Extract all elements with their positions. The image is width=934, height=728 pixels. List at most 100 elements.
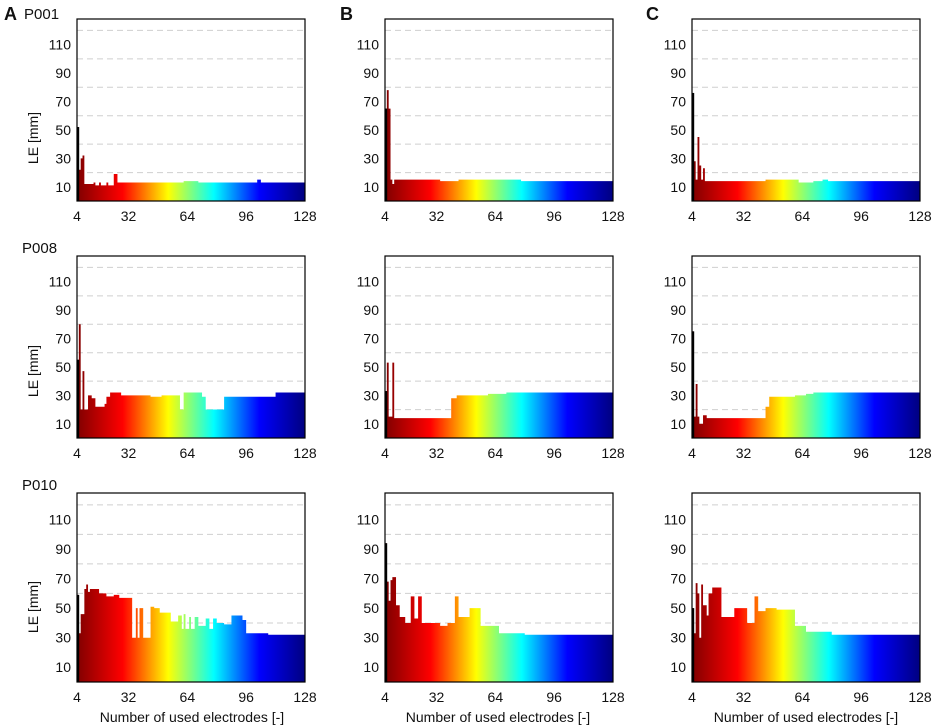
row-label-p001: P001 (24, 6, 59, 23)
y-tick-label: 90 (670, 541, 686, 557)
x-tick-label: 96 (238, 208, 254, 224)
y-tick-label: 10 (55, 416, 71, 432)
y-tick-label: 50 (55, 122, 71, 138)
y-tick-label: 30 (55, 150, 71, 166)
x-tick-label: 96 (546, 689, 562, 705)
y-tick-label: 50 (363, 359, 379, 375)
y-tick-label: 110 (357, 37, 380, 53)
y-tick-label: 90 (55, 302, 71, 318)
x-tick-label: 32 (429, 208, 445, 224)
x-tick-label: 4 (381, 208, 389, 224)
plot-frame (691, 492, 921, 683)
panel-p010-c: 10 30 50 70 90 110 4 32 64 96 128 (664, 492, 932, 705)
y-tick-label: 10 (670, 659, 686, 675)
y-axis-label-row1: LE [mm] (25, 112, 41, 164)
y-tick-label: 70 (363, 93, 379, 109)
plot-frame (691, 18, 921, 202)
first-value-bar (385, 108, 388, 201)
y-tick-label: 50 (363, 122, 379, 138)
le-area (77, 584, 305, 682)
panel-p008-a: 10 30 50 70 90 110 4 32 64 96 128 (49, 255, 317, 461)
x-tick-label: 32 (429, 689, 445, 705)
plot-frame (384, 492, 614, 683)
y-tick-label: 90 (363, 541, 379, 557)
x-tick-label: 96 (238, 445, 254, 461)
y-tick-label: 30 (55, 387, 71, 403)
y-tick-label: 110 (49, 37, 72, 53)
y-tick-label: 90 (363, 65, 379, 81)
le-area (692, 92, 920, 201)
plot-frame (384, 18, 614, 202)
x-tick-label: 128 (908, 689, 932, 705)
x-tick-label: 32 (736, 208, 752, 224)
x-tick-label: 32 (121, 689, 137, 705)
y-tick-label: 90 (55, 541, 71, 557)
y-tick-label: 30 (670, 150, 686, 166)
y-tick-label: 110 (49, 274, 72, 290)
y-tick-label: 70 (670, 330, 686, 346)
x-tick-label: 4 (688, 689, 696, 705)
x-tick-label: 96 (546, 445, 562, 461)
y-tick-label: 70 (55, 330, 71, 346)
x-tick-label: 4 (73, 445, 81, 461)
x-tick-label: 128 (601, 689, 625, 705)
x-tick-label: 4 (381, 445, 389, 461)
le-area (77, 127, 305, 201)
x-axis-label-a: Number of used electrodes [-] (100, 709, 284, 725)
y-tick-label: 110 (664, 274, 687, 290)
plot-frame (76, 18, 306, 202)
x-tick-label: 32 (429, 445, 445, 461)
x-tick-label: 32 (736, 445, 752, 461)
x-tick-label: 4 (688, 445, 696, 461)
y-tick-label: 70 (55, 571, 71, 587)
y-tick-label: 90 (670, 302, 686, 318)
x-tick-label: 64 (488, 689, 504, 705)
y-tick-label: 30 (363, 630, 379, 646)
y-tick-label: 30 (363, 387, 379, 403)
y-tick-label: 70 (55, 93, 71, 109)
y-tick-label: 30 (363, 150, 379, 166)
y-tick-label: 10 (670, 416, 686, 432)
le-area (385, 90, 613, 201)
x-tick-label: 128 (293, 208, 317, 224)
first-value-bar (77, 359, 80, 438)
x-axis-label-c: Number of used electrodes [-] (714, 709, 898, 725)
row-label-p008: P008 (22, 240, 57, 257)
y-tick-label: 90 (670, 65, 686, 81)
y-tick-label: 50 (670, 122, 686, 138)
x-tick-label: 96 (853, 445, 869, 461)
y-tick-label: 10 (363, 416, 379, 432)
y-tick-label: 110 (49, 512, 72, 528)
y-tick-label: 10 (670, 179, 686, 195)
x-tick-label: 64 (488, 208, 504, 224)
y-tick-label: 50 (55, 359, 71, 375)
le-area (692, 331, 920, 438)
x-tick-label: 96 (853, 208, 869, 224)
panel-p001-a: 10 30 50 70 90 110 4 32 64 96 128 (49, 18, 317, 224)
le-area (385, 543, 613, 682)
y-tick-label: 110 (664, 37, 687, 53)
y-tick-label: 90 (55, 65, 71, 81)
first-value-bar (385, 543, 388, 682)
x-tick-label: 128 (601, 445, 625, 461)
y-tick-label: 10 (55, 179, 71, 195)
plot-frame (384, 255, 614, 439)
panel-p010-b: 10 30 50 70 90 110 4 32 64 96 128 (357, 492, 625, 705)
x-tick-label: 128 (908, 445, 932, 461)
le-area (77, 324, 305, 438)
x-axis-label-b: Number of used electrodes [-] (406, 709, 590, 725)
y-tick-label: 70 (670, 93, 686, 109)
x-tick-label: 64 (795, 445, 811, 461)
x-tick-label: 96 (238, 689, 254, 705)
first-value-bar (692, 608, 695, 682)
y-axis-label-row2: LE [mm] (25, 345, 41, 397)
x-tick-label: 4 (381, 689, 389, 705)
first-value-bar (692, 92, 695, 201)
x-tick-label: 128 (293, 445, 317, 461)
y-tick-label: 110 (357, 512, 380, 528)
y-tick-label: 70 (670, 571, 686, 587)
x-tick-label: 32 (121, 445, 137, 461)
x-tick-label: 128 (601, 208, 625, 224)
x-tick-label: 4 (73, 208, 81, 224)
plot-frame (76, 492, 306, 683)
